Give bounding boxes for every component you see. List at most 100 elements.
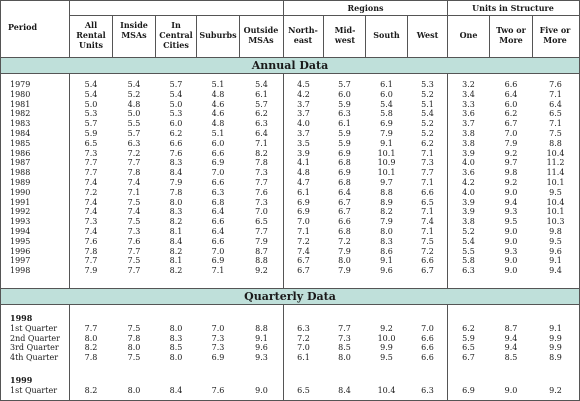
value-cell: 9.0 [504,386,518,395]
value-cell: 6.6 [211,148,225,158]
value-cell: 9.5 [380,352,393,362]
value-cell: 6.9 [211,352,225,362]
value-cell: 7.9 [380,217,393,227]
value-cell: 6.2 [504,109,518,119]
period-cell: 1991 [10,197,31,207]
value-cell: 6.6 [421,256,434,266]
value-cell: 8.3 [169,158,183,168]
value-cell: 3.5 [297,138,310,148]
value-cell: 10.1 [546,178,565,187]
value-cell: 7.6 [549,80,562,89]
value-cell: 6.9 [297,207,310,217]
value-cell: 7.0 [211,168,225,178]
value-cell: 7.3 [255,168,268,178]
value-cell: 6.4 [338,187,351,197]
table-row: 1984 5.9 5.7 6.2 5.1 6.4 3.7 5.9 7.9 5.2 3.8 7.0 7.5 [0,129,580,138]
value-cell: 6.7 [297,256,310,266]
table-row: 1990 7.2 7.1 7.8 6.3 7.6 6.1 6.4 8.8 6.6 4.0 9.0 9.5 [0,188,580,197]
value-cell: 10.4 [546,197,565,207]
table-row: 1991 7.4 7.5 8.0 6.8 7.3 6.9 6.7 8.9 6.5 3.9 9.4 10.… [0,198,580,207]
period-cell: 1992 [10,207,31,217]
value-cell: 8.2 [380,207,393,217]
value-cell: 7.7 [84,158,98,168]
value-cell: 7.2 [297,236,310,246]
value-cell: 10.1 [377,148,396,158]
table-row: 1987 7.7 7.7 8.3 6.9 7.8 4.1 6.8 10.9 7.3 4.0 9.7 11… [0,158,580,167]
value-cell: 5.9 [338,138,351,148]
value-cell: 3.7 [462,119,475,129]
value-cell: 7.1 [297,227,310,236]
value-cell: 7.6 [169,148,183,158]
table-row: 1983 5.7 5.5 6.0 4.8 6.3 4.0 6.1 6.9 5.2 3.7 6.7 7.1 [0,119,580,128]
value-cell: 3.7 [297,129,310,138]
value-cell: 9.1 [549,324,562,333]
value-cell: 7.5 [127,352,141,362]
value-cell: 4.7 [297,178,310,187]
value-cell: 7.0 [255,207,268,217]
value-cell: 5.9 [338,129,351,138]
value-cell: 9.1 [255,333,268,343]
col-divider [69,0,70,401]
value-cell: 6.3 [338,109,351,119]
value-cell: 8.2 [255,148,268,158]
value-cell: 5.0 [127,109,141,119]
col-divider [239,15,240,57]
value-cell: 7.7 [127,246,141,256]
value-cell: 5.8 [462,256,475,266]
value-cell: 7.5 [421,236,434,246]
col-header-five-or-more: Five or More [539,25,571,45]
table-row: 1988 7.7 7.8 8.4 7.0 7.3 4.8 6.9 10.1 7.7 3.6 9.8 11… [0,168,580,177]
period-cell: 1985 [10,138,31,148]
table-row: 1994 7.4 7.3 8.1 6.4 7.7 7.1 6.8 8.0 7.1 5.2 9.0 9.8 [0,227,580,236]
value-cell: 7.3 [84,148,98,158]
value-cell: 3.9 [462,197,475,207]
value-cell: 7.9 [338,246,351,256]
value-cell: 10.4 [546,148,565,158]
value-cell: 6.0 [211,138,225,148]
annual-data-band: Annual Data [1,57,579,74]
value-cell: 8.2 [169,217,183,227]
table-row: 1986 7.3 7.2 7.6 6.6 8.2 3.9 6.9 10.1 7.1 3.9 9.2 10… [0,149,580,158]
value-cell: 6.7 [338,197,351,207]
value-cell: 10.1 [546,207,565,217]
value-cell: 4.8 [297,168,310,178]
value-cell: 6.9 [211,158,225,168]
value-cell: 7.9 [504,138,518,148]
table-row: 1st Quarter 7.7 7.5 8.0 7.0 8.8 6.3 7.7 9.2 7.0 6.… [0,324,580,333]
period-cell: 2nd Quarter [10,333,60,343]
value-cell: 5.8 [380,109,393,119]
value-cell: 8.8 [255,256,268,266]
value-cell: 6.3 [462,266,475,276]
table-row: 2nd Quarter 8.0 7.8 8.3 7.3 9.1 7.2 7.3 10.0 6.6 5… [0,334,580,343]
value-cell: 7.4 [127,207,141,217]
value-cell: 4.0 [462,158,475,168]
value-cell: 5.9 [84,129,98,138]
value-cell: 7.0 [211,246,225,256]
value-cell: 7.0 [421,324,434,333]
value-cell: 7.7 [84,256,98,266]
col-divider [365,15,366,57]
value-cell: 11.2 [546,158,565,168]
value-cell: 3.9 [462,148,475,158]
value-cell: 6.6 [421,343,434,352]
value-cell: 9.6 [380,266,393,276]
value-cell: 7.2 [297,333,310,343]
value-cell: 5.3 [421,80,434,89]
value-cell: 5.5 [462,246,475,256]
value-cell: 7.7 [84,324,98,333]
value-cell: 5.2 [421,129,434,138]
value-cell: 7.4 [84,207,98,217]
value-cell: 4.0 [297,119,310,129]
value-cell: 9.1 [380,138,393,148]
units-in-structure-header: Units in Structure [472,3,554,13]
period-cell: 1989 [10,178,31,187]
value-cell: 9.0 [255,386,268,395]
value-cell: 9.8 [549,227,562,236]
value-cell: 6.6 [421,352,434,362]
value-cell: 7.7 [84,168,98,178]
value-cell: 9.1 [549,256,562,266]
quarter-year-heading: 1999 [10,375,33,385]
value-cell: 5.2 [127,89,141,99]
value-cell: 6.8 [338,227,351,236]
